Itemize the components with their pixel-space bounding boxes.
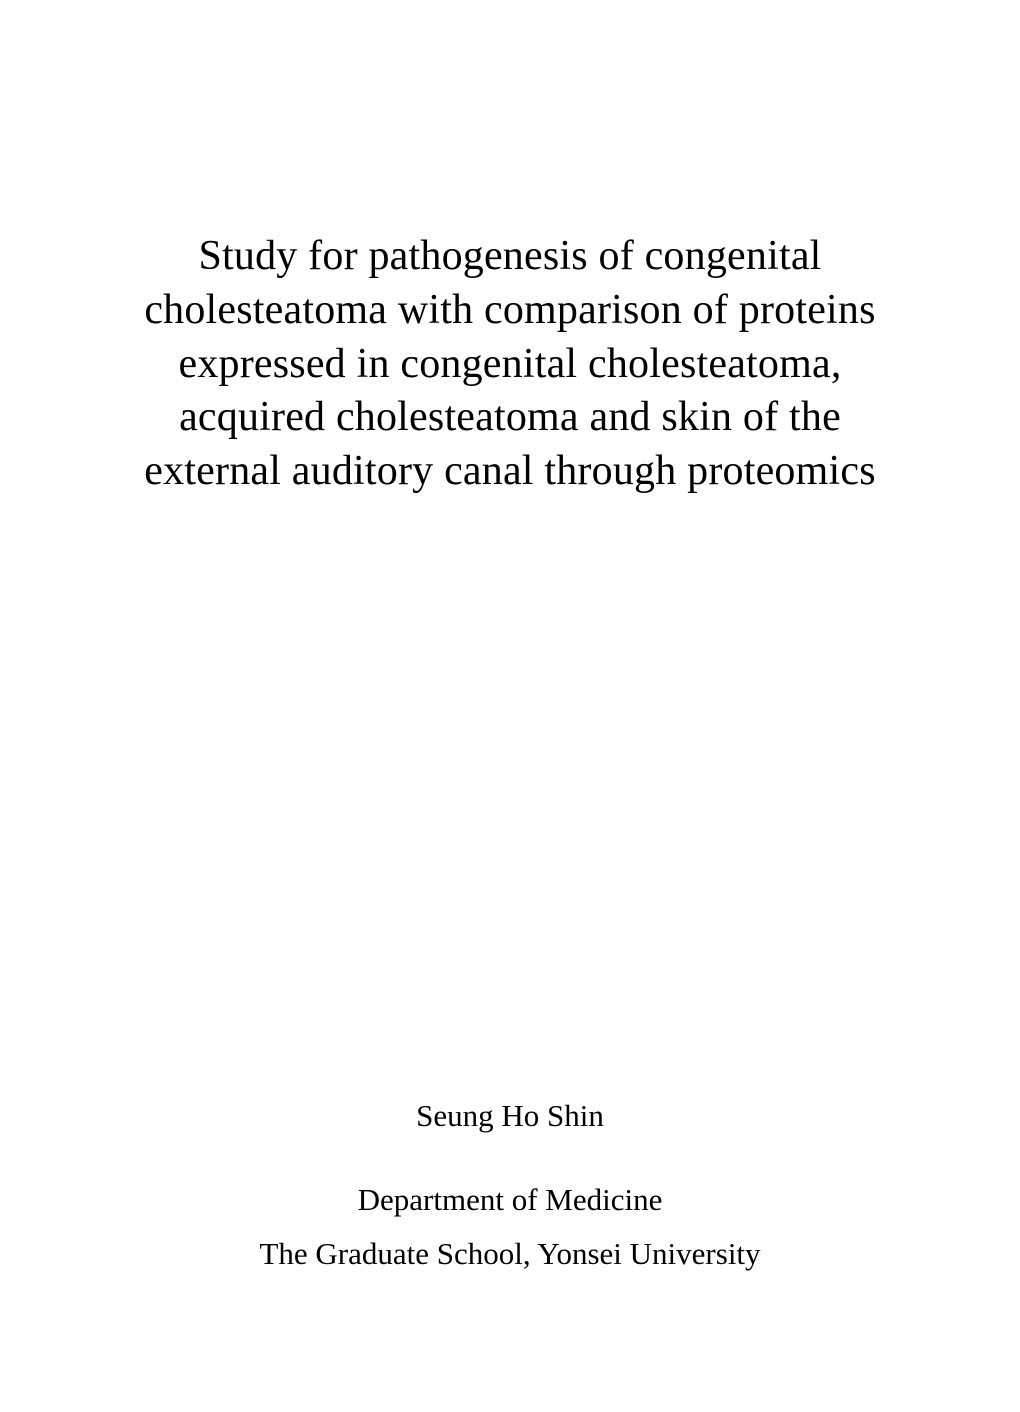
school-name: The Graduate School, Yonsei University <box>259 1236 760 1272</box>
department-name: Department of Medicine <box>358 1182 663 1218</box>
thesis-title: Study for pathogenesis of congenital cho… <box>110 230 910 499</box>
author-name: Seung Ho Shin <box>416 1098 604 1134</box>
title-page: Study for pathogenesis of congenital cho… <box>0 0 1020 1412</box>
